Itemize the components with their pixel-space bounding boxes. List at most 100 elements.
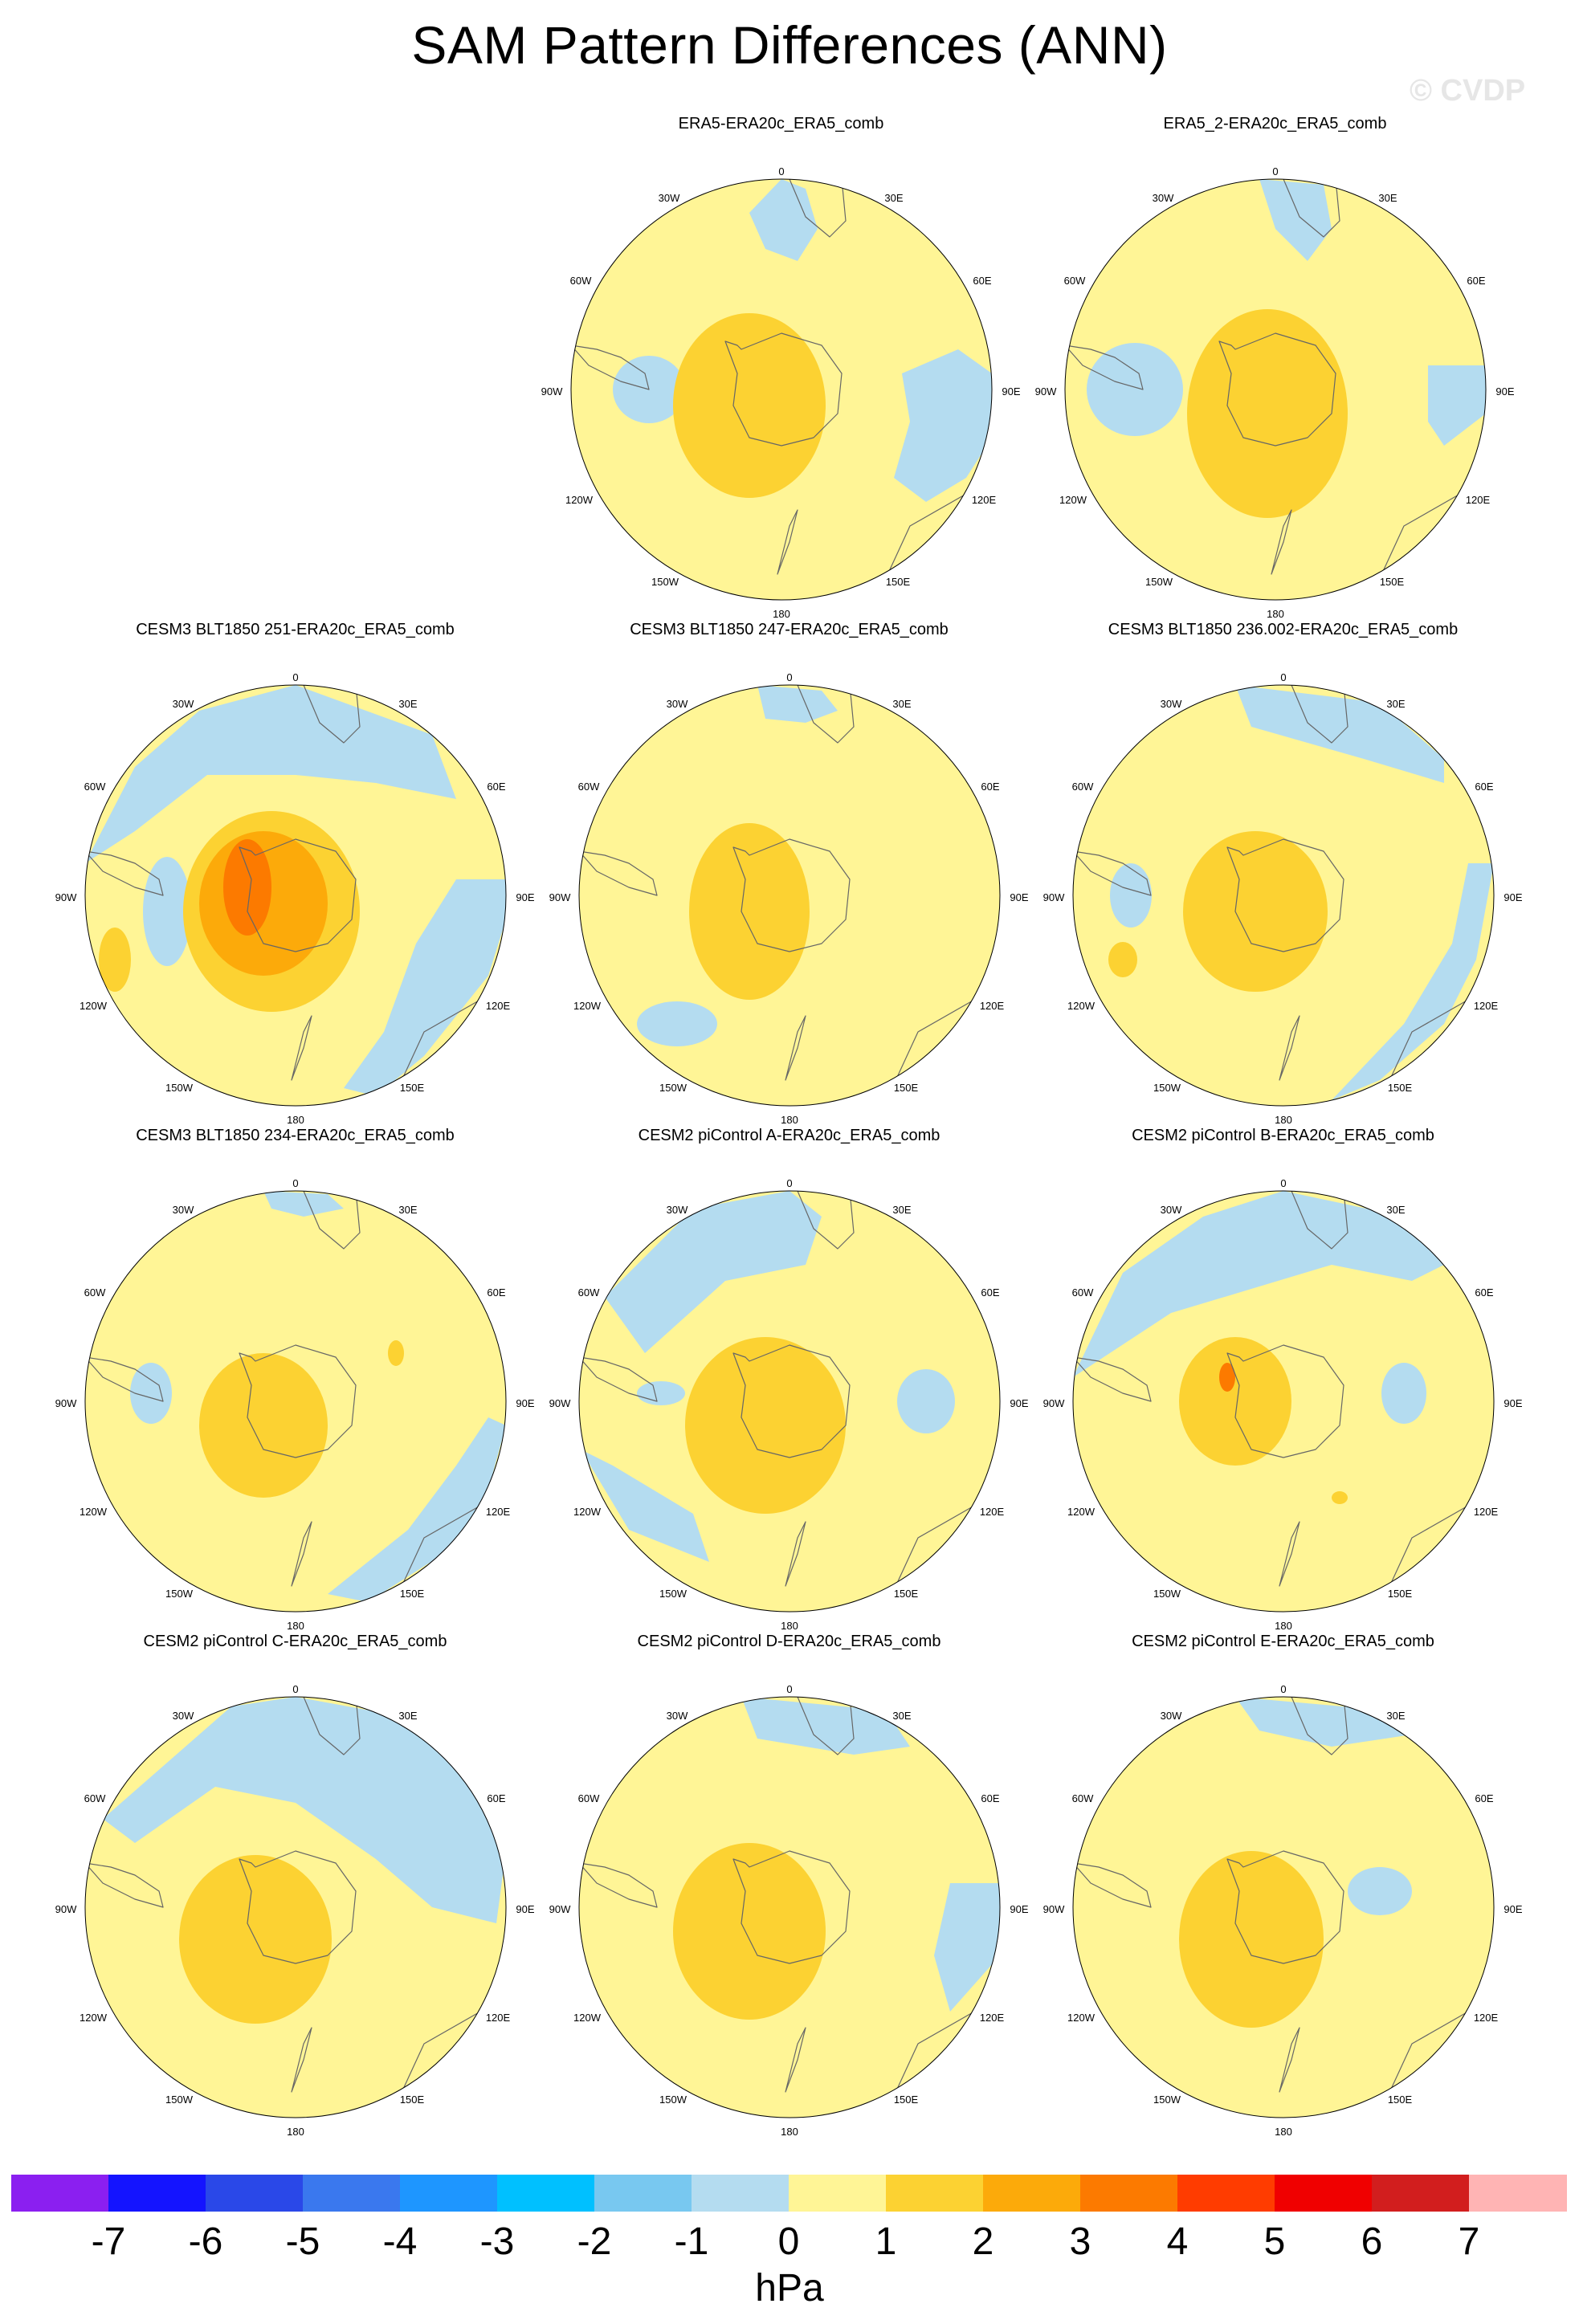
colorbar-tick-label: -6 <box>188 2220 223 2263</box>
longitude-label: 120E <box>980 2012 1005 2024</box>
longitude-label: 120E <box>486 1506 511 1518</box>
polar-map: 0 30E 60E 90E 120E 150E 180 150W 120W 90W 60W 30W <box>1043 671 1523 1126</box>
longitude-label: 60E <box>1475 781 1493 793</box>
longitude-label: 30W <box>173 1710 194 1722</box>
cvdp-watermark: © CVDP <box>1410 74 1526 108</box>
new-zealand-coastline <box>291 2027 312 2093</box>
longitude-label: 150E <box>1388 1588 1413 1600</box>
negative-anomaly-region <box>344 879 506 1096</box>
longitude-label: 0 <box>1272 165 1278 177</box>
longitude-label: 150E <box>894 2094 919 2106</box>
colorbar-swatch <box>594 2175 692 2212</box>
negative-anomaly-region <box>1332 863 1494 1100</box>
longitude-label: 150W <box>659 2094 687 2106</box>
colorbar-tick-label: -7 <box>91 2220 126 2263</box>
map-panel: CESM2 piControl E-ERA20c_ERA5_comb 0 30E 6… <box>1036 1633 1530 2147</box>
south-america-coastline <box>1073 850 1152 896</box>
longitude-label: 0 <box>1280 1177 1286 1189</box>
africa-coastline <box>1283 179 1340 238</box>
antarctica-coastline <box>1218 332 1336 446</box>
longitude-label: 90W <box>549 1397 571 1409</box>
south-america-coastline <box>579 850 658 896</box>
longitude-label: 0 <box>786 1683 792 1695</box>
longitude-label: 90E <box>1010 891 1028 903</box>
africa-coastline <box>1291 685 1348 744</box>
longitude-label: 120E <box>1474 1506 1499 1518</box>
longitude-label: 60E <box>1475 1792 1493 1804</box>
negative-anomaly-region <box>1348 1867 1412 1915</box>
negative-anomaly-region <box>1087 343 1183 436</box>
negative-anomaly-region <box>581 1449 709 1562</box>
longitude-label: 180 <box>1275 1114 1292 1126</box>
panel-title: CESM3 BLT1850 234-ERA20c_ERA5_comb <box>136 1127 455 1144</box>
longitude-label: 150E <box>1388 2094 1413 2106</box>
longitude-label: 60W <box>84 1286 106 1299</box>
longitude-label: 90E <box>1504 1903 1522 1915</box>
panel-title: CESM2 piControl D-ERA20c_ERA5_comb <box>637 1633 941 1650</box>
africa-coastline <box>303 1191 361 1250</box>
map-boundary <box>578 684 1001 1107</box>
longitude-label: 0 <box>292 1177 298 1189</box>
panel-title: CESM2 piControl C-ERA20c_ERA5_comb <box>143 1633 447 1650</box>
longitude-label: 120W <box>1067 1000 1096 1012</box>
longitude-label: 90W <box>1043 891 1065 903</box>
map-boundary <box>570 178 993 601</box>
new-zealand-coastline <box>291 1521 312 1587</box>
colorbar-tick-label: 7 <box>1458 2220 1480 2263</box>
south-america-coastline <box>85 1862 164 1908</box>
longitude-label: 0 <box>292 1683 298 1695</box>
longitude-label: 90W <box>1035 385 1057 398</box>
polar-map: 0 30E 60E 90E 120E 150E 180 150W 120W 90W 60W 30W <box>55 1683 535 2138</box>
colorbar-tick-label: 1 <box>875 2220 897 2263</box>
negative-anomaly-region <box>1073 1191 1444 1377</box>
longitude-label: 30W <box>1161 1204 1182 1216</box>
longitude-label: 60E <box>981 1792 999 1804</box>
map-panel: CESM3 BLT1850 247-ERA20c_ERA5_comb 0 30E 6… <box>542 621 1036 1135</box>
longitude-label: 180 <box>287 1620 304 1632</box>
panel-title: ERA5-ERA20c_ERA5_comb <box>678 115 884 133</box>
longitude-label: 60E <box>981 1286 999 1299</box>
longitude-label: 180 <box>781 1620 798 1632</box>
longitude-label: 90E <box>516 891 534 903</box>
negative-anomaly-region <box>130 1363 172 1424</box>
polar-map: 0 30E 60E 90E 120E 150E 180 150W 120W 90W 60W 30W <box>549 1177 1029 1632</box>
south-america-coastline <box>85 850 164 896</box>
map-panel: CESM2 piControl A-ERA20c_ERA5_comb 0 30E 6… <box>542 1127 1036 1641</box>
negative-anomaly-region <box>605 1191 822 1353</box>
new-zealand-coastline <box>291 1015 312 1081</box>
negative-anomaly-region <box>1110 863 1152 928</box>
longitude-label: 150W <box>165 2094 194 2106</box>
antarctica-coastline <box>1226 1344 1344 1458</box>
map-boundary <box>1072 1190 1495 1613</box>
longitude-label: 0 <box>778 165 784 177</box>
panel-title: CESM3 BLT1850 247-ERA20c_ERA5_comb <box>630 621 949 638</box>
longitude-label: 30W <box>173 698 194 710</box>
longitude-label: 150E <box>894 1588 919 1600</box>
longitude-label: 180 <box>1275 1620 1292 1632</box>
positive-anomaly-region <box>1332 1491 1348 1504</box>
colorbar <box>11 2175 1567 2212</box>
negative-anomaly-region <box>328 1417 506 1602</box>
longitude-label: 120E <box>1474 2012 1499 2024</box>
longitude-label: 150W <box>1153 2094 1181 2106</box>
colorbar-swatch <box>789 2175 887 2212</box>
colorbar-swatch <box>886 2175 984 2212</box>
africa-coastline <box>797 1191 855 1250</box>
longitude-label: 60W <box>570 275 592 287</box>
polar-map: 0 30E 60E 90E 120E 150E 180 150W 120W 90W 60W 30W <box>1043 1177 1523 1632</box>
longitude-label: 120W <box>1067 1506 1096 1518</box>
polar-map: 0 30E 60E 90E 120E 150E 180 150W 120W 90W 60W 30W <box>541 165 1021 620</box>
map-boundary <box>84 684 507 1107</box>
longitude-label: 150E <box>1388 1082 1413 1094</box>
longitude-label: 120W <box>80 1000 108 1012</box>
new-zealand-coastline <box>777 509 798 575</box>
colorbar-tick-label: -2 <box>577 2220 612 2263</box>
longitude-label: 150W <box>165 1588 194 1600</box>
africa-coastline <box>1291 1697 1348 1755</box>
longitude-label: 60E <box>1475 1286 1493 1299</box>
negative-anomaly-region <box>143 857 191 966</box>
antarctica-coastline <box>1226 838 1344 952</box>
longitude-label: 90E <box>516 1397 534 1409</box>
panel-title: CESM2 piControl B-ERA20c_ERA5_comb <box>1132 1127 1434 1144</box>
antarctica-coastline <box>239 1344 357 1458</box>
